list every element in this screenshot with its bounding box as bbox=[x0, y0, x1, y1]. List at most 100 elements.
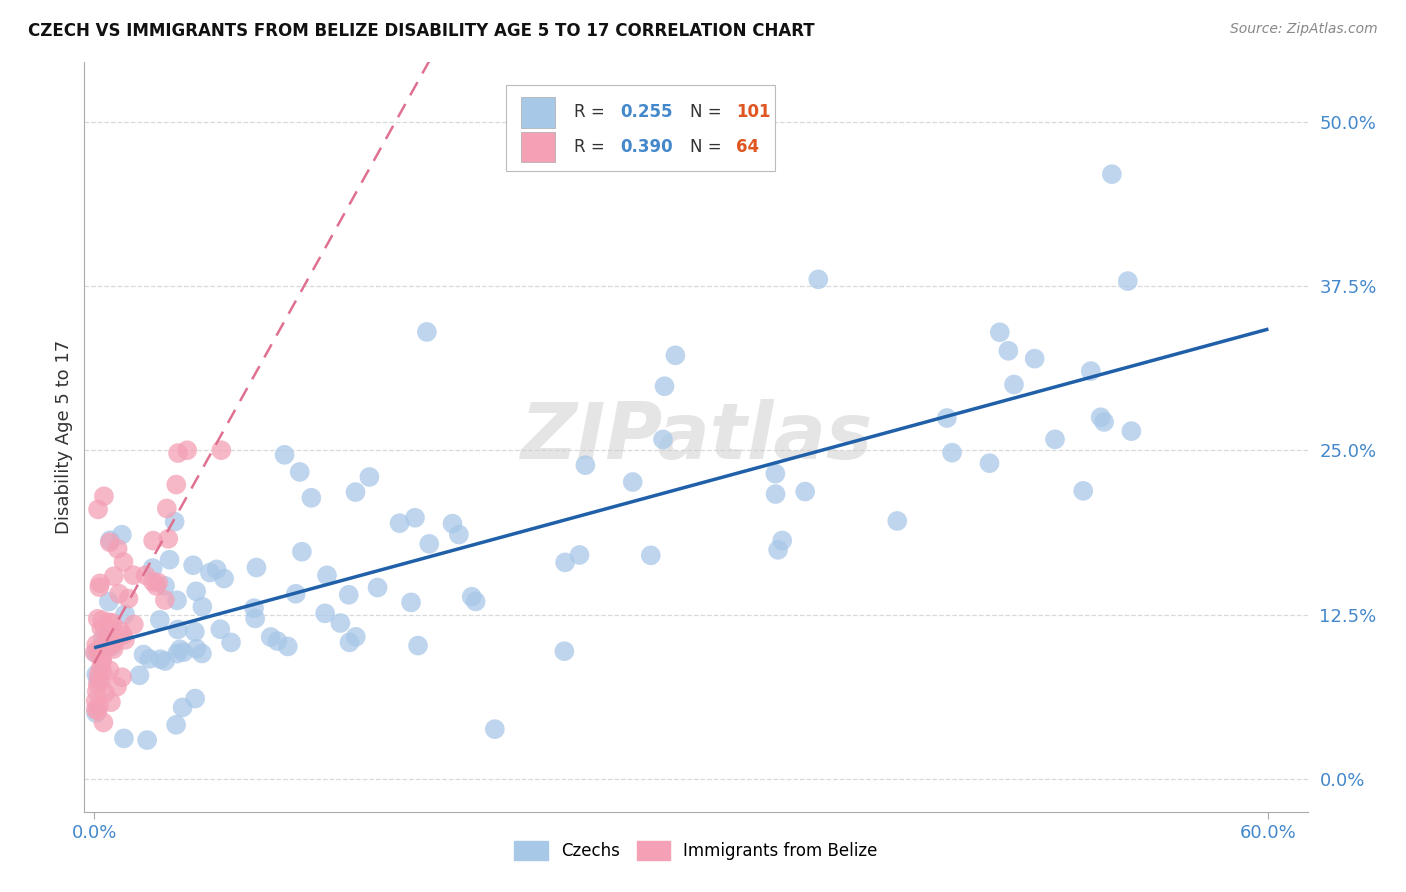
Point bbox=[1092, 415, 1115, 429]
Point bbox=[186, 641, 208, 656]
Point bbox=[90, 654, 112, 668]
Point bbox=[314, 607, 336, 621]
Point bbox=[169, 642, 191, 657]
Point bbox=[339, 635, 361, 649]
Point bbox=[209, 622, 232, 636]
Point bbox=[142, 561, 165, 575]
Point bbox=[172, 700, 194, 714]
Point bbox=[441, 516, 464, 531]
Point bbox=[91, 653, 114, 667]
Point bbox=[988, 325, 1011, 339]
Point bbox=[181, 558, 204, 573]
Point bbox=[142, 574, 165, 589]
Point bbox=[112, 731, 135, 746]
Point bbox=[186, 584, 208, 599]
Point bbox=[104, 635, 127, 649]
Point bbox=[935, 411, 957, 425]
Point bbox=[273, 448, 295, 462]
Text: R =: R = bbox=[574, 103, 610, 121]
Point bbox=[114, 607, 136, 622]
Point bbox=[84, 706, 107, 721]
Point bbox=[86, 677, 108, 691]
Point bbox=[94, 636, 117, 650]
Point bbox=[359, 470, 381, 484]
Point bbox=[89, 580, 111, 594]
Point bbox=[794, 484, 817, 499]
Point bbox=[568, 548, 591, 562]
Point bbox=[103, 569, 125, 583]
Point bbox=[766, 542, 789, 557]
Point bbox=[243, 601, 266, 615]
Point bbox=[153, 654, 176, 668]
Point bbox=[329, 615, 352, 630]
Text: 64: 64 bbox=[737, 138, 759, 156]
Text: N =: N = bbox=[690, 103, 727, 121]
Point bbox=[1043, 433, 1066, 447]
Point bbox=[163, 515, 186, 529]
Bar bbox=[522, 97, 555, 128]
Point bbox=[107, 541, 129, 556]
Point bbox=[87, 704, 110, 718]
Text: 0.255: 0.255 bbox=[620, 103, 672, 121]
Point bbox=[98, 615, 121, 630]
Point bbox=[807, 272, 830, 286]
Point bbox=[98, 663, 121, 677]
Point bbox=[316, 568, 339, 582]
Point bbox=[111, 527, 134, 541]
Point bbox=[136, 733, 159, 747]
Point bbox=[159, 553, 181, 567]
Point bbox=[1024, 351, 1046, 366]
Point bbox=[149, 613, 172, 627]
Point bbox=[87, 698, 110, 713]
Point bbox=[87, 502, 110, 516]
Point bbox=[84, 667, 107, 681]
Point bbox=[104, 630, 127, 644]
Text: ZIPatlas: ZIPatlas bbox=[520, 399, 872, 475]
Point bbox=[997, 343, 1019, 358]
Point bbox=[128, 668, 150, 682]
Point bbox=[388, 516, 411, 531]
Point bbox=[101, 615, 124, 630]
Text: R =: R = bbox=[574, 138, 610, 156]
Point bbox=[146, 575, 169, 590]
Point bbox=[166, 623, 188, 637]
Point bbox=[103, 642, 125, 657]
Point bbox=[91, 631, 114, 645]
Point bbox=[243, 611, 266, 625]
Point bbox=[166, 593, 188, 607]
Point bbox=[165, 718, 187, 732]
Point bbox=[553, 644, 575, 658]
Point bbox=[176, 443, 198, 458]
Point bbox=[149, 652, 172, 666]
Point bbox=[1116, 274, 1139, 288]
Point bbox=[122, 617, 145, 632]
Point bbox=[418, 537, 440, 551]
Point bbox=[90, 648, 112, 663]
Point bbox=[87, 668, 110, 682]
Point bbox=[112, 555, 135, 569]
Point bbox=[84, 638, 107, 652]
Point bbox=[654, 379, 676, 393]
Point bbox=[138, 652, 160, 666]
Point bbox=[94, 686, 117, 700]
Point bbox=[198, 566, 221, 580]
Point bbox=[110, 624, 132, 639]
Point bbox=[484, 722, 506, 736]
Text: Source: ZipAtlas.com: Source: ZipAtlas.com bbox=[1230, 22, 1378, 37]
Text: 0.390: 0.390 bbox=[620, 138, 672, 156]
Point bbox=[416, 325, 439, 339]
Point bbox=[166, 647, 188, 661]
Point bbox=[1002, 377, 1025, 392]
Point bbox=[90, 621, 112, 635]
Point bbox=[337, 588, 360, 602]
Point bbox=[344, 630, 367, 644]
Text: 101: 101 bbox=[737, 103, 770, 121]
Point bbox=[266, 634, 288, 648]
Text: N =: N = bbox=[690, 138, 727, 156]
Point bbox=[763, 467, 786, 481]
Point bbox=[191, 599, 214, 614]
Point bbox=[191, 647, 214, 661]
Point bbox=[165, 477, 187, 491]
Point bbox=[108, 587, 131, 601]
Point bbox=[156, 501, 179, 516]
